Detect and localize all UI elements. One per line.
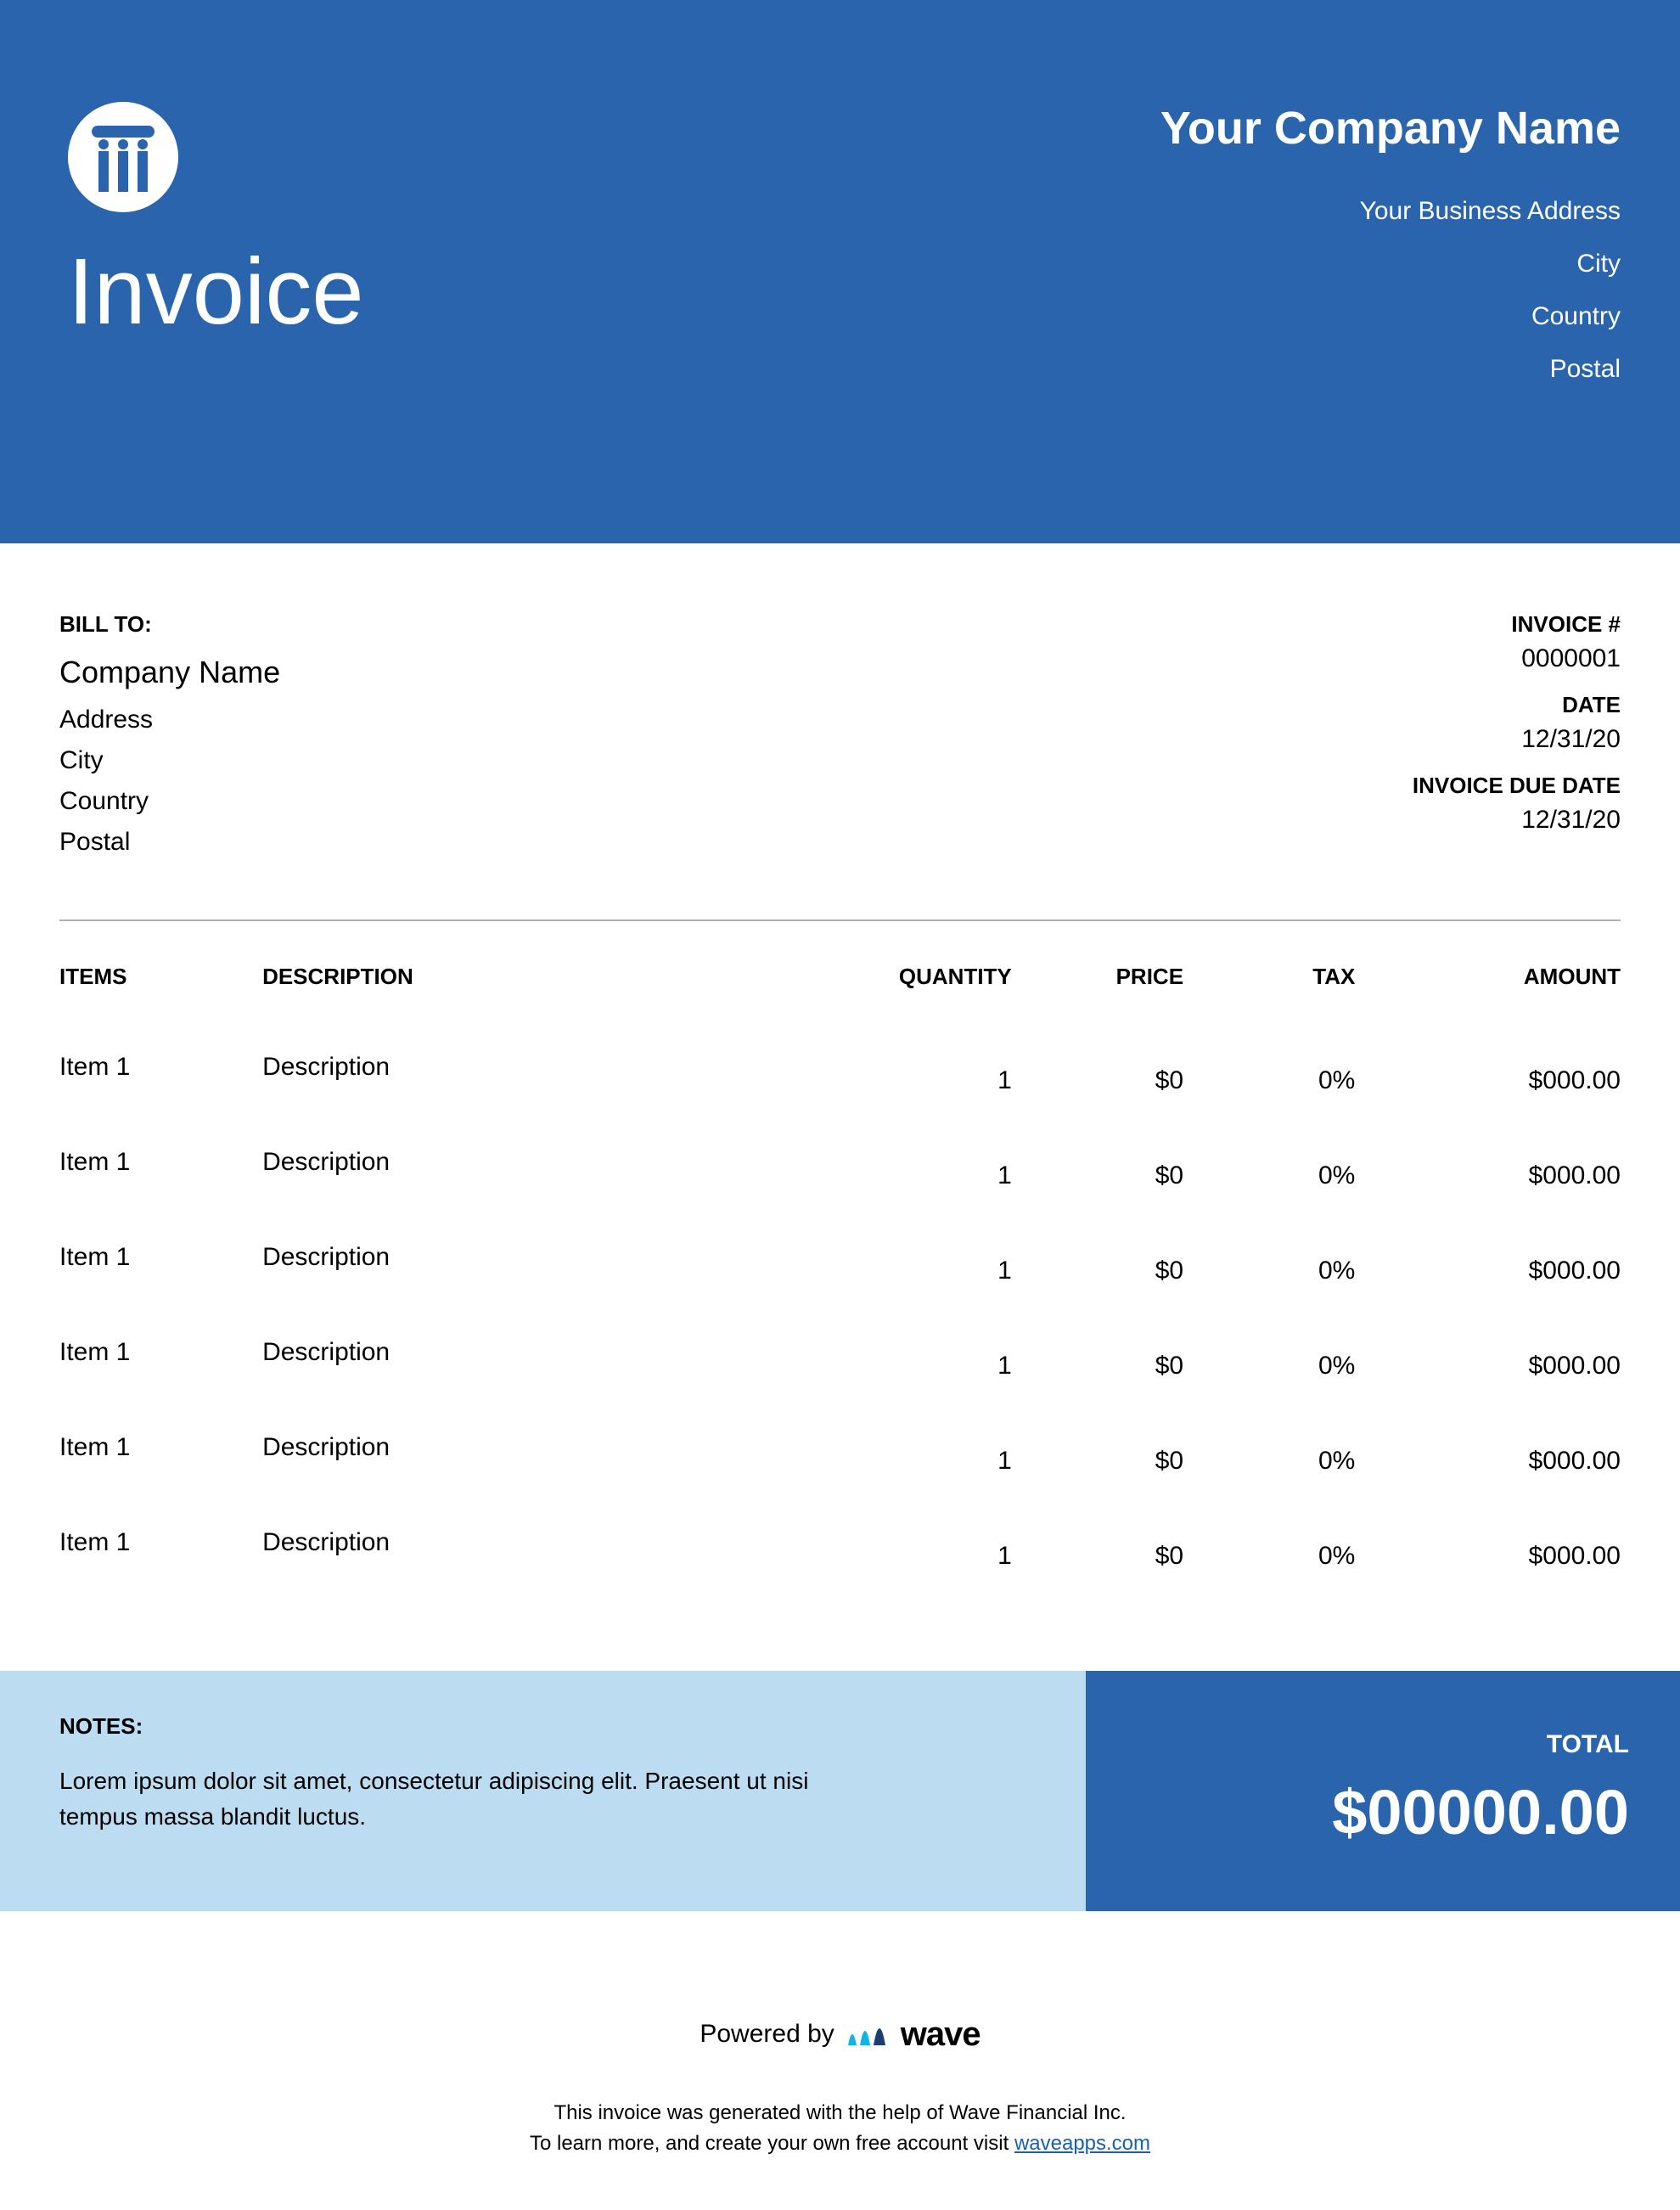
cell-amount: $000.00: [1355, 1032, 1621, 1127]
powered-by: Powered by wave: [0, 1911, 1680, 2072]
cell-tax: 0%: [1183, 1318, 1355, 1413]
cell-item: Item 1: [59, 1508, 262, 1603]
wave-brand: wave: [901, 2016, 980, 2054]
cell-tax: 0%: [1183, 1223, 1355, 1318]
invoice-number-label: INVOICE #: [1413, 611, 1621, 638]
fine-line-1: This invoice was generated with the help…: [0, 2098, 1680, 2128]
document-title: Invoice: [68, 238, 364, 346]
col-description: DESCRIPTION: [262, 955, 809, 1032]
company-logo-icon: [68, 102, 178, 212]
invoice-due-date: 12/31/20: [1413, 806, 1621, 835]
header-left: Invoice: [68, 102, 364, 408]
date-label: DATE: [1413, 692, 1621, 718]
total-box: TOTAL $00000.00: [1086, 1671, 1680, 1911]
cell-description: Description: [262, 1413, 809, 1508]
cell-description: Description: [262, 1127, 809, 1223]
company-address: Your Business Address: [1160, 197, 1621, 226]
cell-amount: $000.00: [1355, 1223, 1621, 1318]
cell-description: Description: [262, 1508, 809, 1603]
cell-quantity: 1: [809, 1318, 1012, 1413]
total-label: TOTAL: [1120, 1730, 1629, 1759]
col-items: ITEMS: [59, 955, 262, 1032]
cell-price: $0: [1012, 1032, 1183, 1127]
table-row: Item 1Description1$00%$000.00: [59, 1413, 1621, 1508]
cell-quantity: 1: [809, 1413, 1012, 1508]
invoice-meta-block: INVOICE # 0000001 DATE 12/31/20 INVOICE …: [1413, 611, 1621, 869]
company-postal: Postal: [1160, 355, 1621, 384]
cell-item: Item 1: [59, 1223, 262, 1318]
cell-quantity: 1: [809, 1127, 1012, 1223]
cell-price: $0: [1012, 1223, 1183, 1318]
meta-section: BILL TO: Company Name Address City Count…: [0, 543, 1680, 903]
cell-price: $0: [1012, 1318, 1183, 1413]
cell-price: $0: [1012, 1127, 1183, 1223]
wave-logo-icon: [846, 2013, 889, 2055]
bill-to-city: City: [59, 746, 280, 775]
cell-item: Item 1: [59, 1413, 262, 1508]
cell-description: Description: [262, 1318, 809, 1413]
cell-tax: 0%: [1183, 1032, 1355, 1127]
table-row: Item 1Description1$00%$000.00: [59, 1508, 1621, 1603]
section-divider: [59, 919, 1621, 921]
fine-line-2-prefix: To learn more, and create your own free …: [530, 2132, 1014, 2155]
cell-price: $0: [1012, 1413, 1183, 1508]
bill-to-country: Country: [59, 787, 280, 816]
notes-text: Lorem ipsum dolor sit amet, consectetur …: [59, 1763, 823, 1835]
invoice-header: Invoice Your Company Name Your Business …: [0, 0, 1680, 543]
cell-amount: $000.00: [1355, 1318, 1621, 1413]
bill-to-block: BILL TO: Company Name Address City Count…: [59, 611, 280, 869]
table-row: Item 1Description1$00%$000.00: [59, 1318, 1621, 1413]
col-tax: TAX: [1183, 955, 1355, 1032]
col-amount: AMOUNT: [1355, 955, 1621, 1032]
col-price: PRICE: [1012, 955, 1183, 1032]
bill-to-postal: Postal: [59, 828, 280, 857]
cell-item: Item 1: [59, 1032, 262, 1127]
table-row: Item 1Description1$00%$000.00: [59, 1223, 1621, 1318]
waveapps-link[interactable]: waveapps.com: [1014, 2132, 1150, 2155]
cell-description: Description: [262, 1032, 809, 1127]
invoice-date: 12/31/20: [1413, 725, 1621, 754]
company-country: Country: [1160, 302, 1621, 331]
cell-item: Item 1: [59, 1127, 262, 1223]
bill-to-company: Company Name: [59, 655, 280, 690]
cell-quantity: 1: [809, 1223, 1012, 1318]
fine-print: This invoice was generated with the help…: [0, 2072, 1680, 2210]
total-amount: $00000.00: [1120, 1776, 1629, 1848]
cell-item: Item 1: [59, 1318, 262, 1413]
table-header-row: ITEMS DESCRIPTION QUANTITY PRICE TAX AMO…: [59, 955, 1621, 1032]
invoice-number: 0000001: [1413, 644, 1621, 673]
line-items-table: ITEMS DESCRIPTION QUANTITY PRICE TAX AMO…: [59, 955, 1621, 1603]
due-date-label: INVOICE DUE DATE: [1413, 773, 1621, 799]
cell-amount: $000.00: [1355, 1413, 1621, 1508]
cell-amount: $000.00: [1355, 1508, 1621, 1603]
company-city: City: [1160, 250, 1621, 278]
company-name: Your Company Name: [1160, 102, 1621, 155]
table-row: Item 1Description1$00%$000.00: [59, 1127, 1621, 1223]
cell-tax: 0%: [1183, 1508, 1355, 1603]
powered-prefix: Powered by: [700, 2020, 834, 2049]
notes-box: NOTES: Lorem ipsum dolor sit amet, conse…: [0, 1671, 1086, 1911]
header-right: Your Company Name Your Business Address …: [1160, 102, 1621, 408]
notes-label: NOTES:: [59, 1713, 1035, 1740]
cell-tax: 0%: [1183, 1127, 1355, 1223]
cell-description: Description: [262, 1223, 809, 1318]
col-quantity: QUANTITY: [809, 955, 1012, 1032]
bill-to-address: Address: [59, 706, 280, 734]
cell-amount: $000.00: [1355, 1127, 1621, 1223]
fine-line-2: To learn more, and create your own free …: [0, 2128, 1680, 2159]
cell-tax: 0%: [1183, 1413, 1355, 1508]
footer-row: NOTES: Lorem ipsum dolor sit amet, conse…: [0, 1671, 1680, 1911]
cell-price: $0: [1012, 1508, 1183, 1603]
bill-to-label: BILL TO:: [59, 611, 280, 638]
cell-quantity: 1: [809, 1032, 1012, 1127]
cell-quantity: 1: [809, 1508, 1012, 1603]
table-row: Item 1Description1$00%$000.00: [59, 1032, 1621, 1127]
